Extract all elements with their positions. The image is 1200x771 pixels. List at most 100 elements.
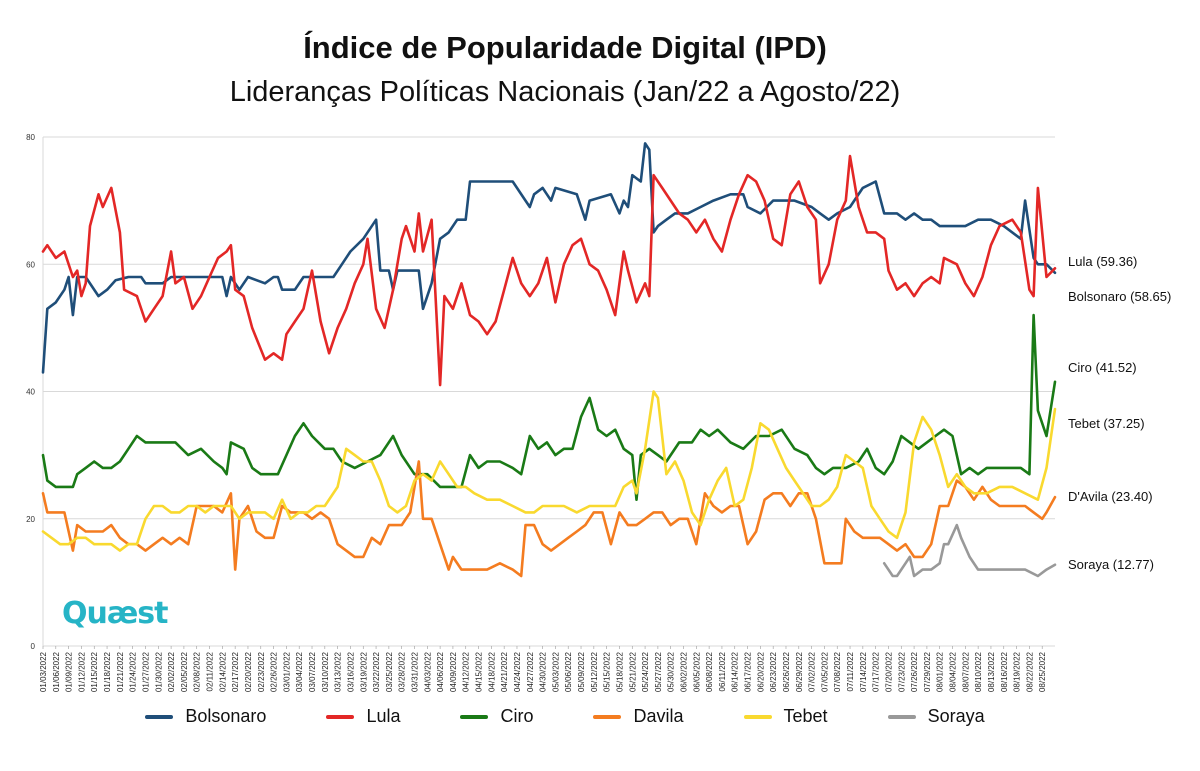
- x-tick-label: 01/15/2022: [90, 651, 99, 692]
- series-line-davila: [41, 460, 1057, 578]
- x-tick-label: 08/07/2022: [961, 651, 970, 692]
- x-tick-label: 04/03/2022: [423, 651, 432, 692]
- legend-item-tebet: Tebet: [743, 706, 828, 727]
- y-tick-label: 0: [31, 642, 36, 651]
- x-tick-label: 01/03/2022: [39, 651, 48, 692]
- legend-label: Ciro: [500, 706, 534, 726]
- x-tick-label: 06/20/2022: [756, 651, 765, 692]
- legend-item-davila: Davila: [593, 706, 684, 727]
- end-label-tebet: Tebet (37.25): [1068, 415, 1145, 431]
- x-tick-label: 01/24/2022: [129, 651, 138, 692]
- x-tick-label: 06/23/2022: [769, 651, 778, 692]
- series-line-bolsonaro: [41, 142, 1057, 374]
- x-tick-label: 08/04/2022: [949, 651, 958, 692]
- x-tick-label: 03/16/2022: [346, 651, 355, 692]
- legend-label: Soraya: [927, 706, 985, 726]
- x-tick-label: 01/27/2022: [141, 651, 150, 692]
- series-line-ciro: [41, 313, 1057, 501]
- end-label-lula: Lula (59.36): [1068, 254, 1138, 270]
- x-tick-label: 05/09/2022: [577, 651, 586, 692]
- x-tick-label: 04/09/2022: [449, 651, 458, 692]
- x-tick-label: 06/08/2022: [705, 651, 714, 692]
- x-tick-label: 05/18/2022: [615, 651, 624, 692]
- legend-label: Bolsonaro: [185, 706, 267, 726]
- x-tick-label: 04/27/2022: [526, 651, 535, 692]
- x-tick-label: 06/26/2022: [782, 651, 791, 692]
- x-tick-label: 05/24/2022: [641, 651, 650, 692]
- legend-label: Tebet: [783, 706, 828, 726]
- x-tick-label: 04/15/2022: [475, 651, 484, 692]
- x-tick-label: 05/30/2022: [667, 651, 676, 692]
- legend-item-ciro: Ciro: [460, 706, 533, 727]
- y-tick-label: 40: [26, 388, 35, 397]
- legend-swatch: [460, 714, 489, 719]
- x-tick-label: 07/05/2022: [820, 651, 829, 692]
- x-tick-label: 08/19/2022: [1013, 651, 1022, 692]
- x-tick-label: 06/14/2022: [731, 651, 740, 692]
- x-tick-label: 05/12/2022: [590, 651, 599, 692]
- series-line-lula: [41, 154, 1057, 387]
- x-tick-label: 03/10/2022: [321, 651, 330, 692]
- x-tick-label: 04/12/2022: [462, 651, 471, 692]
- x-tick-label: 04/30/2022: [539, 651, 548, 692]
- x-tick-label: 01/12/2022: [77, 651, 86, 692]
- x-tick-label: 04/06/2022: [436, 651, 445, 692]
- x-tick-label: 02/02/2022: [167, 651, 176, 692]
- x-tick-label: 07/20/2022: [884, 651, 893, 692]
- x-tick-label: 05/27/2022: [654, 651, 663, 692]
- x-tick-label: 05/03/2022: [551, 651, 560, 692]
- x-tick-label: 03/28/2022: [398, 651, 407, 692]
- x-tick-label: 08/01/2022: [936, 651, 945, 692]
- x-tick-label: 06/05/2022: [692, 651, 701, 692]
- x-tick-label: 02/23/2022: [257, 651, 266, 692]
- x-tick-label: 07/02/2022: [808, 651, 817, 692]
- x-tick-label: 03/22/2022: [372, 651, 381, 692]
- x-tick-label: 01/09/2022: [65, 651, 74, 692]
- x-tick-label: 03/19/2022: [359, 651, 368, 692]
- chart-subtitle: Lideranças Políticas Nacionais (Jan/22 a…: [229, 76, 901, 108]
- legend-swatch: [743, 714, 772, 719]
- legend-swatch: [593, 714, 622, 719]
- x-tick-label: 07/11/2022: [846, 651, 855, 691]
- end-label-soraya: Soraya (12.77): [1068, 556, 1154, 572]
- legend-label: Lula: [366, 706, 401, 726]
- x-tick-label: 01/30/2022: [154, 651, 163, 692]
- x-tick-label: 07/26/2022: [910, 651, 919, 692]
- end-label-ciro: Ciro (41.52): [1068, 359, 1137, 375]
- legend-swatch: [887, 714, 916, 719]
- legend-label: Davila: [633, 706, 684, 726]
- legend-item-lula: Lula: [326, 706, 400, 727]
- x-tick-label: 06/11/2022: [718, 651, 727, 691]
- chart-legend: Bolsonaro Lula Ciro Davila Tebet Soraya: [0, 706, 1130, 727]
- x-tick-label: 04/24/2022: [513, 651, 522, 692]
- x-tick-label: 08/25/2022: [1038, 651, 1047, 692]
- legend-swatch: [326, 714, 355, 719]
- x-tick-label: 07/29/2022: [923, 651, 932, 692]
- x-tick-label: 07/23/2022: [897, 651, 906, 692]
- x-tick-label: 03/13/2022: [334, 651, 343, 692]
- x-tick-label: 06/02/2022: [680, 651, 689, 692]
- x-tick-label: 02/26/2022: [270, 651, 279, 692]
- x-tick-label: 05/21/2022: [628, 651, 637, 692]
- chart-title: Índice de Popularidade Digital (IPD): [303, 30, 827, 65]
- x-tick-label: 02/05/2022: [180, 651, 189, 692]
- end-label-davila: D'Avila (23.40): [1068, 489, 1153, 505]
- x-tick-label: 07/17/2022: [872, 651, 881, 692]
- x-tick-label: 06/17/2022: [744, 651, 753, 692]
- x-tick-label: 02/20/2022: [244, 651, 253, 692]
- x-tick-label: 04/21/2022: [500, 651, 509, 692]
- legend-swatch: [145, 714, 174, 719]
- series-line-tebet: [41, 390, 1057, 552]
- x-tick-label: 02/14/2022: [218, 651, 227, 692]
- x-tick-label: 02/08/2022: [193, 651, 202, 692]
- x-tick-label: 04/18/2022: [487, 651, 496, 692]
- x-tick-label: 02/17/2022: [231, 651, 240, 692]
- x-tick-label: 02/11/2022: [206, 651, 215, 691]
- x-tick-label: 03/07/2022: [308, 651, 317, 692]
- x-tick-label: 07/08/2022: [833, 651, 842, 692]
- y-tick-label: 60: [26, 260, 35, 269]
- x-tick-label: 01/06/2022: [52, 651, 61, 692]
- legend-item-soraya: Soraya: [887, 706, 985, 727]
- legend-item-bolsonaro: Bolsonaro: [145, 706, 266, 727]
